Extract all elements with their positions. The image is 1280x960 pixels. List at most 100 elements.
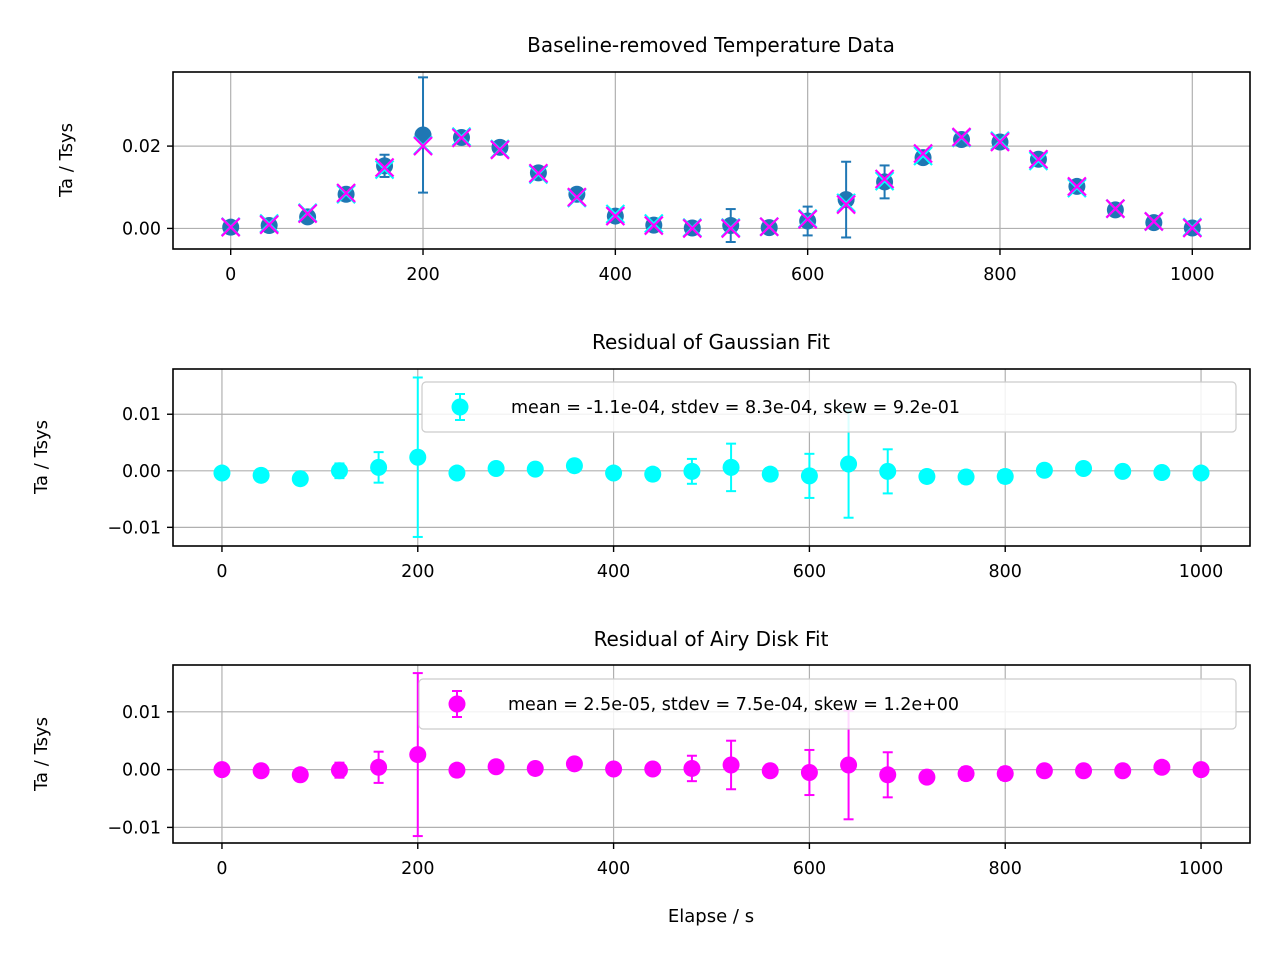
data-point <box>1192 761 1210 779</box>
data-point <box>879 766 897 784</box>
data-point <box>252 466 270 484</box>
data-point <box>487 460 505 478</box>
x-tick-label: 1000 <box>1179 562 1224 582</box>
data-point <box>800 467 818 485</box>
data-point <box>918 467 936 485</box>
fit-point <box>1067 176 1087 197</box>
data-point <box>1114 762 1132 780</box>
legend-marker <box>448 695 466 713</box>
data-point <box>370 758 388 776</box>
x-tick-label: 200 <box>401 859 434 879</box>
y-tick-label: 0.00 <box>122 219 161 239</box>
data-point <box>879 462 897 480</box>
x-tick-label: 1000 <box>1170 265 1215 285</box>
data-point <box>837 191 855 209</box>
data-point <box>291 766 309 784</box>
data-point <box>914 149 932 167</box>
panel-2-title: Residual of Gaussian Fit <box>592 330 830 354</box>
panel-2-ylabel: Ta / Tsys <box>31 420 52 495</box>
legend-label: mean = -1.1e-04, stdev = 8.3e-04, skew =… <box>511 398 960 418</box>
data-point <box>448 761 466 779</box>
data-point <box>376 157 394 175</box>
data-point <box>565 755 583 773</box>
axes-frame <box>172 664 1251 844</box>
legend-marker <box>451 398 469 416</box>
data-point <box>761 465 779 483</box>
data-point <box>683 462 701 480</box>
data-point <box>957 468 975 486</box>
data-point <box>526 460 544 478</box>
data-point <box>448 464 466 482</box>
fit-point <box>336 183 356 203</box>
data-point <box>1114 462 1132 480</box>
x-tick-label: 400 <box>597 859 630 879</box>
data-point <box>213 464 231 482</box>
data-point <box>840 455 858 473</box>
fit-point <box>1067 178 1087 198</box>
fit-point <box>1144 211 1164 232</box>
data-point <box>953 131 971 149</box>
fit-point <box>220 217 241 237</box>
data-point <box>683 759 701 777</box>
x-tick-label: 800 <box>989 562 1022 582</box>
data-point <box>996 467 1014 485</box>
fit-point <box>490 140 510 160</box>
fit-point <box>374 157 395 178</box>
panel-1-title: Baseline-removed Temperature Data <box>527 33 895 57</box>
x-tick-label: 200 <box>401 562 434 582</box>
y-tick-label: 0.01 <box>122 703 161 723</box>
y-tick-label: −0.01 <box>107 818 161 838</box>
data-point <box>1153 463 1171 481</box>
data-point <box>605 464 623 482</box>
panel-3-title: Residual of Airy Disk Fit <box>594 627 829 651</box>
data-point <box>1075 460 1093 478</box>
fit-point <box>913 146 933 166</box>
fit-point <box>451 128 472 148</box>
fit-point <box>836 194 856 215</box>
x-tick-label: 600 <box>793 562 826 582</box>
data-point <box>370 458 388 476</box>
fit-point <box>759 216 779 237</box>
panel-3: Residual of Airy Disk Fit Ta / Tsys Elap… <box>31 627 1251 927</box>
y-tick-label: 0.00 <box>122 462 161 482</box>
data-point <box>644 760 662 778</box>
fit-point <box>913 143 933 164</box>
data-point <box>761 762 779 780</box>
fit-point <box>797 209 818 230</box>
data-point <box>605 760 623 778</box>
x-tick-label: 200 <box>406 265 439 285</box>
data-point <box>996 765 1014 783</box>
panel-2: Residual of Gaussian Fit Ta / Tsys 0 200 4… <box>31 330 1251 582</box>
data-point <box>330 462 348 480</box>
data-point <box>799 212 817 230</box>
data-point <box>565 457 583 475</box>
panel-1: Baseline-removed Temperature Data Ta / T… <box>56 33 1251 285</box>
legend-box <box>418 678 1237 730</box>
data-point <box>722 756 740 774</box>
x-tick-label: 0 <box>216 562 227 582</box>
data-point <box>526 759 544 777</box>
data-point <box>491 138 509 156</box>
axes-frame <box>172 71 1251 250</box>
data-point <box>291 470 309 488</box>
data-point <box>957 765 975 783</box>
data-point <box>487 758 505 776</box>
fit-point <box>297 203 318 224</box>
x-tick-label: 0 <box>225 265 236 285</box>
x-tick-label: 0 <box>216 859 227 879</box>
fit-point <box>528 163 549 184</box>
data-point <box>800 763 818 781</box>
x-tick-label: 800 <box>983 265 1016 285</box>
fit-point <box>567 187 587 207</box>
fit-point <box>990 132 1010 152</box>
fit-point <box>682 218 703 239</box>
data-point <box>1075 762 1093 780</box>
fit-point <box>413 136 433 156</box>
fit-point <box>644 213 664 234</box>
data-point <box>1153 758 1171 776</box>
data-point <box>722 217 740 235</box>
legend-box <box>421 381 1237 433</box>
fit-point <box>1028 151 1049 171</box>
fit-point <box>951 127 972 147</box>
